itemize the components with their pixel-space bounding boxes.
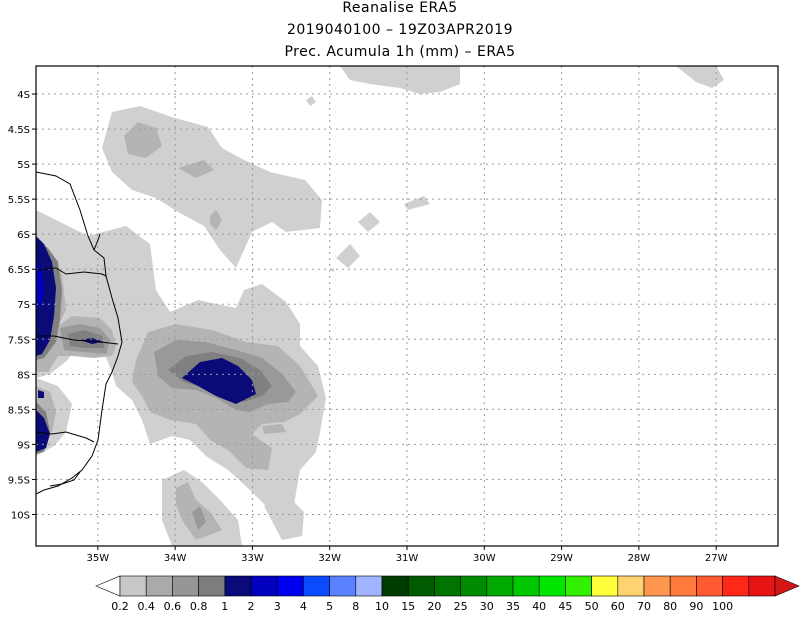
lat-tick-label: 5S (17, 160, 30, 171)
colorbar-swatch (276, 575, 304, 597)
lat-tick-label: 10S (11, 510, 30, 521)
colorbar-swatch (565, 575, 592, 597)
precip-field (36, 66, 724, 546)
lat-tick-label: 7.5S (8, 335, 30, 346)
colorbar-label: 25 (454, 600, 468, 613)
colorbar-swatch (303, 575, 330, 597)
lon-tick-label: 33W (241, 553, 264, 564)
colorbar-label: 80 (663, 600, 677, 613)
lat-tick-label: 4S (17, 90, 30, 101)
colorbar-label: 3 (274, 600, 281, 613)
colorbar-label: 10 (375, 600, 389, 613)
colorbar-label: 30 (480, 600, 494, 613)
colorbar-label: 0.6 (164, 600, 182, 613)
colorbar-label: 1 (221, 600, 228, 613)
colorbar-label: 2 (248, 600, 255, 613)
colorbar-swatch (434, 575, 461, 597)
lon-tick-label: 32W (318, 553, 341, 564)
colorbar-low-arrow (95, 575, 121, 597)
colorbar-swatch (538, 575, 566, 597)
lon-tick-label: 35W (87, 553, 110, 564)
colorbar-label: 40 (532, 600, 546, 613)
colorbar-label: 5 (326, 600, 333, 613)
lon-tick-label: 34W (164, 553, 187, 564)
colorbar-label: 90 (689, 600, 703, 613)
colorbar-label: 15 (401, 600, 415, 613)
colorbar-label: 35 (506, 600, 520, 613)
colorbar-swatch (748, 575, 776, 597)
colorbar-swatch (172, 575, 199, 597)
lon-tick-label: 30W (473, 553, 496, 564)
colorbar-swatch (119, 575, 147, 597)
title-line-3: Prec. Acumula 1h (mm) – ERA5 (284, 44, 516, 60)
colorbar-label: 50 (585, 600, 599, 613)
lon-tick-label: 28W (628, 553, 651, 564)
colorbar-swatch (224, 575, 252, 597)
colorbar-label: 100 (712, 600, 733, 613)
colorbar-label: 8 (352, 600, 359, 613)
lat-tick-label: 8S (17, 370, 30, 381)
colorbar-swatch (669, 575, 697, 597)
precip-contour-2 (36, 262, 44, 308)
lat-tick-label: 8.5S (8, 405, 30, 416)
lat-tick-label: 9S (17, 440, 30, 451)
colorbar-swatch (381, 575, 409, 597)
latitude-axis: 4S 4.5S 5S 5.5S 6S 6.5S 7S 7.5S 8S 8.5S 9S 9.5S 10S (8, 90, 36, 521)
colorbar-label: 0.4 (137, 600, 155, 613)
longitude-axis: 35W 34W 33W 32W 31W 30W 29W 28W 27W (87, 546, 728, 564)
lon-tick-label: 29W (550, 553, 573, 564)
colorbar-swatch (329, 575, 357, 597)
colorbar-label: 0.8 (190, 600, 208, 613)
lat-tick-label: 6.5S (8, 265, 30, 276)
colorbar-label: 0.2 (111, 600, 129, 613)
colorbar-label: 4 (300, 600, 307, 613)
colorbar-swatch (250, 575, 278, 597)
map-gridlines (36, 66, 778, 546)
colorbar-swatch (696, 575, 723, 597)
coastline (36, 171, 123, 495)
title-line-1: Reanalise ERA5 (342, 0, 458, 16)
colorbar: 0.2 0.4 0.6 0.8 1 2 3 4 5 8 10 15 20 25 30 35 40 45 50 60 70… (95, 575, 800, 613)
colorbar-swatch (617, 575, 645, 597)
colorbar-label: 60 (611, 600, 625, 613)
lat-tick-label: 4.5S (8, 125, 30, 136)
colorbar-swatch (407, 575, 435, 597)
lat-tick-label: 9.5S (8, 475, 30, 486)
lon-tick-label: 27W (705, 553, 728, 564)
colorbar-swatch (355, 575, 383, 597)
colorbar-swatch (198, 575, 226, 597)
colorbar-swatch (643, 575, 671, 597)
colorbar-swatch (722, 575, 750, 597)
lat-tick-label: 5.5S (8, 195, 30, 206)
colorbar-swatch (460, 575, 488, 597)
colorbar-label: 45 (558, 600, 572, 613)
colorbar-swatch (512, 575, 540, 597)
lon-tick-label: 31W (396, 553, 419, 564)
colorbar-high-arrow (774, 575, 800, 597)
colorbar-swatch (591, 575, 619, 597)
colorbar-label: 20 (427, 600, 441, 613)
colorbar-label: 70 (637, 600, 651, 613)
colorbar-swatch (486, 575, 514, 597)
colorbar-swatch (145, 575, 173, 597)
lat-tick-label: 6S (17, 230, 30, 241)
title-line-2: 2019040100 – 19Z03APR2019 (286, 22, 514, 38)
lat-tick-label: 7S (17, 300, 30, 311)
